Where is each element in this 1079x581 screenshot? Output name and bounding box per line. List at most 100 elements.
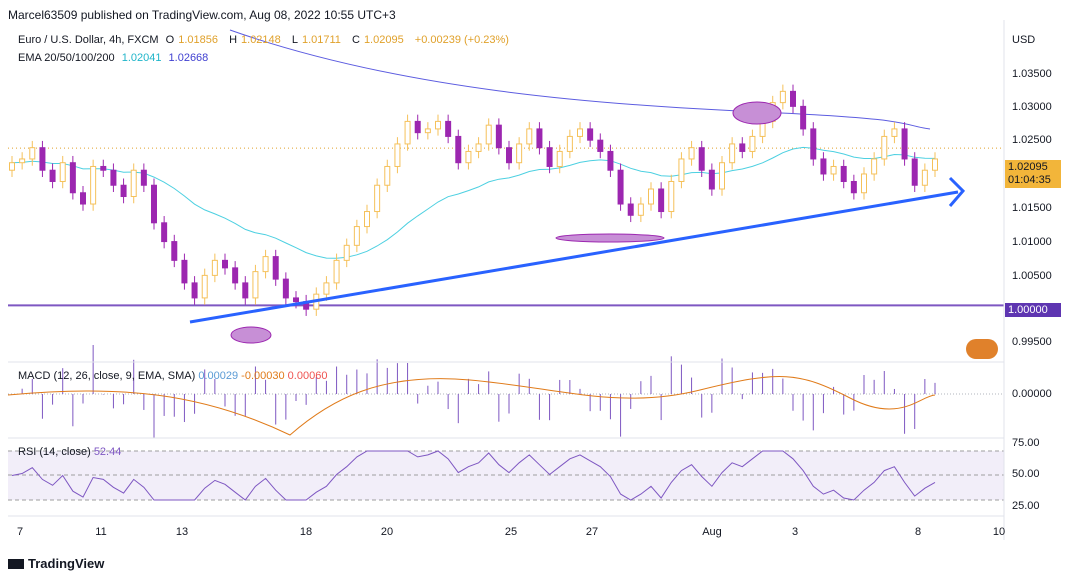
candle-body	[364, 211, 370, 228]
x-tick: 25	[504, 526, 518, 538]
candle-body	[49, 169, 56, 182]
candle-body	[242, 282, 249, 299]
rsi-tick: 75.00	[1012, 437, 1040, 449]
candle-body	[881, 135, 888, 160]
price-tick: 0.99500	[1012, 336, 1052, 348]
level-tag: 1.00000	[1005, 303, 1061, 317]
candle-body	[191, 282, 198, 299]
candle-body	[597, 139, 604, 152]
candle-body	[252, 271, 259, 299]
top-marker-ellipse	[732, 101, 782, 125]
candle-body	[374, 184, 381, 213]
ema-b-line	[229, 29, 931, 130]
last-price-tag: 1.02095 01:04:35	[1005, 160, 1061, 188]
candle-body	[323, 282, 330, 295]
candle-body	[658, 188, 665, 213]
macd-tick: 0.00000	[1012, 388, 1052, 400]
candle-body	[435, 120, 441, 130]
axis-currency: USD	[1012, 34, 1036, 46]
candle-body	[120, 184, 127, 198]
candle-body	[648, 188, 654, 205]
candle-body	[445, 120, 452, 137]
x-tick: 11	[95, 526, 107, 538]
candle-body	[566, 135, 573, 152]
candle-body	[110, 169, 117, 186]
rsi-line	[11, 450, 936, 501]
symbol-label[interactable]: Euro / U.S. Dollar, 4h, FXCM	[18, 34, 159, 46]
flag-icon[interactable]	[966, 339, 998, 359]
bar-countdown: 01:04:35	[1008, 174, 1051, 186]
candle-body	[749, 135, 756, 152]
candle-body	[587, 128, 594, 141]
candle-body	[394, 143, 401, 167]
macd-legend[interactable]: MACD (12, 26, close, 9, EMA, SMA) 0.0002…	[18, 370, 328, 382]
ema-b-value: 1.02668	[168, 52, 209, 64]
candle-body	[850, 180, 857, 194]
panel-frame	[8, 20, 1005, 540]
candle-body	[171, 241, 178, 261]
candle-body	[293, 297, 299, 303]
candle-body	[830, 165, 837, 175]
candle-body	[69, 162, 76, 194]
candle-body	[719, 162, 725, 190]
candle-body	[911, 158, 918, 186]
candle-body	[414, 120, 421, 134]
x-tick: 20	[380, 526, 394, 538]
candle-body	[211, 259, 218, 276]
candle-body	[668, 180, 675, 213]
low-marker-ellipse	[230, 326, 272, 344]
x-tick: 7	[16, 526, 24, 538]
price-tick: 1.01500	[1012, 202, 1052, 214]
candle-body	[526, 128, 533, 145]
candle-body	[820, 158, 827, 175]
candle-body	[181, 259, 188, 284]
uptrend-line	[189, 190, 959, 324]
candle-body	[891, 128, 898, 137]
candle-body	[130, 169, 137, 198]
x-tick: 13	[175, 526, 189, 538]
candle-body	[29, 147, 36, 160]
candle-body	[343, 244, 350, 261]
candle-body	[39, 147, 46, 171]
x-tick: 10	[992, 526, 1006, 538]
candle-body	[617, 169, 624, 205]
price-tick: 1.02500	[1012, 134, 1052, 146]
candle-body	[161, 222, 168, 243]
candle-body	[627, 203, 634, 216]
x-tick: 27	[585, 526, 599, 538]
publisher-line: Marcel63509 published on TradingView.com…	[8, 8, 396, 22]
candle-body	[19, 158, 26, 164]
x-tick: Aug	[702, 526, 722, 538]
candle-body	[739, 143, 746, 152]
candle-body	[232, 267, 239, 284]
rsi-panel	[8, 450, 1004, 501]
candle-body	[901, 128, 908, 160]
candle-body	[353, 226, 360, 246]
candle-body	[333, 259, 340, 284]
candle-body	[921, 169, 928, 186]
rsi-legend[interactable]: RSI (14, close) 52.44	[18, 446, 122, 458]
candle-body	[546, 147, 553, 167]
rsi-tick: 25.00	[1012, 500, 1040, 512]
x-tick: 3	[791, 526, 799, 538]
ema-legend[interactable]: EMA 20/50/100/200 1.02041 1.02668	[18, 52, 209, 64]
candle-body	[698, 147, 705, 171]
x-tick: 8	[914, 526, 922, 538]
candle-body	[495, 124, 502, 149]
candle-body	[861, 173, 867, 194]
annotations	[189, 101, 966, 344]
candle-body	[262, 256, 269, 273]
candle-body	[100, 165, 107, 171]
price-tick: 1.00500	[1012, 270, 1052, 282]
ema-a-value: 1.02041	[121, 52, 162, 64]
candles	[9, 84, 938, 316]
candle-body	[810, 128, 817, 160]
macd-signal-line	[7, 376, 936, 436]
brand-footer[interactable]: TradingView	[8, 556, 104, 571]
candle-body	[840, 165, 847, 182]
candle-body	[556, 150, 563, 167]
candle-body	[9, 162, 15, 171]
support-level-line	[8, 147, 1004, 307]
